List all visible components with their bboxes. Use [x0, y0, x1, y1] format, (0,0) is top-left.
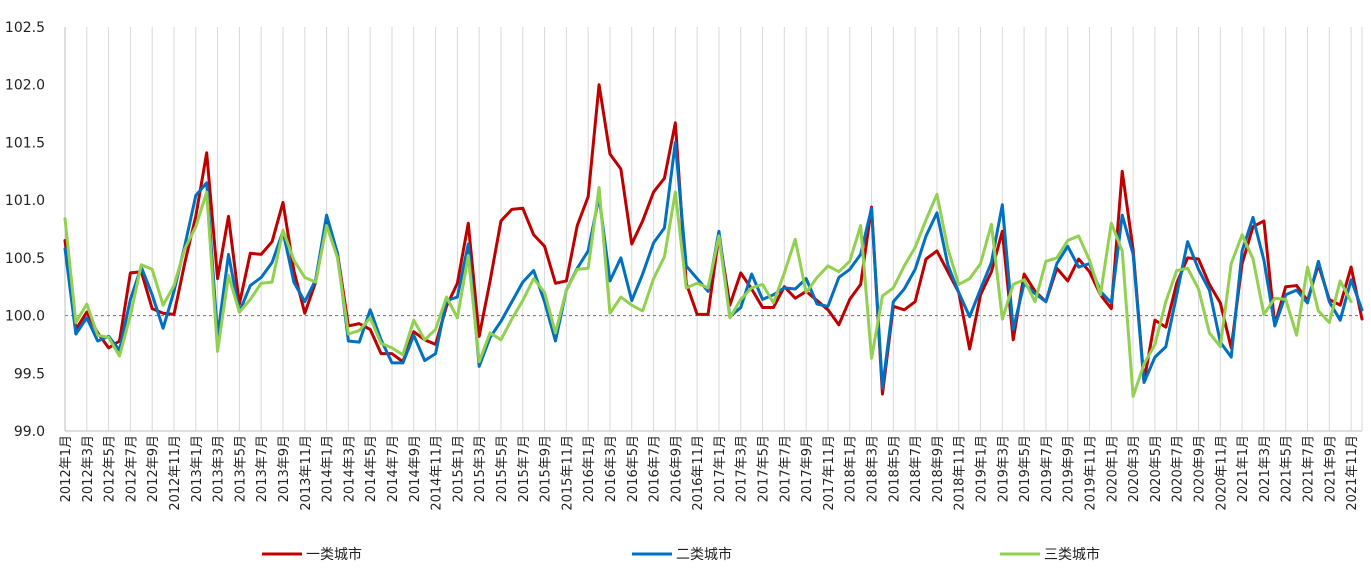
x-tick-label: 2020年5月: [1149, 435, 1164, 502]
x-tick-label: 2016年5月: [626, 435, 641, 502]
x-tick-label: 2016年3月: [604, 435, 619, 502]
x-tick-label: 2015年11月: [560, 435, 575, 511]
x-tick-label: 2013年9月: [277, 435, 292, 502]
x-tick-label: 2012年11月: [168, 435, 183, 511]
x-tick-label: 2019年3月: [996, 435, 1011, 502]
x-tick-label: 2017年3月: [735, 435, 750, 502]
x-tick-label: 2017年9月: [800, 435, 815, 502]
x-tick-label: 2013年5月: [233, 435, 248, 502]
x-tick-label: 2020年1月: [1105, 435, 1120, 502]
y-tick-label: 99.5: [14, 366, 45, 382]
y-tick-label: 99.0: [14, 424, 45, 440]
y-tick-label: 101.0: [5, 193, 45, 209]
x-tick-label: 2015年3月: [473, 435, 488, 502]
x-tick-label: 2019年5月: [1018, 435, 1033, 502]
series-layer: [63, 83, 1364, 398]
x-tick-label: 2014年7月: [386, 435, 401, 502]
x-tick-label: 2012年5月: [103, 435, 118, 502]
x-tick-label: 2017年1月: [713, 435, 728, 502]
x-tick-label: 2015年7月: [517, 435, 532, 502]
y-tick-label: 101.5: [5, 135, 45, 151]
x-tick-label: 2018年3月: [866, 435, 881, 502]
legend-item-2: 二类城市: [632, 546, 732, 563]
x-tick-label: 2020年3月: [1127, 435, 1142, 502]
x-tick-label: 2018年11月: [953, 435, 968, 511]
y-tick-label: 100.5: [5, 251, 45, 267]
y-tick-label: 102.0: [5, 78, 45, 94]
legend-item-1: 一类城市: [262, 546, 362, 563]
x-tick-label: 2012年3月: [81, 435, 96, 502]
x-tick-label: 2019年11月: [1084, 435, 1099, 511]
x-tick-label: 2020年9月: [1193, 435, 1208, 502]
x-tick-label: 2021年11月: [1345, 435, 1360, 511]
x-tick-label: 2016年11月: [691, 435, 706, 511]
x-tick-label: 2013年11月: [299, 435, 314, 511]
x-tick-label: 2017年11月: [822, 435, 837, 511]
x-tick-label: 2021年9月: [1323, 435, 1338, 502]
series-line-1: [63, 83, 1364, 396]
legend-item-3: 三类城市: [1000, 546, 1100, 563]
legend-label: 二类城市: [676, 546, 732, 563]
x-tick-label: 2019年9月: [1062, 435, 1077, 502]
x-tick-label: 2021年5月: [1280, 435, 1295, 502]
x-tick-label: 2016年1月: [582, 435, 597, 502]
axis-layer: 99.0 99.5 100.0 100.5 101.0 101.5 102.0 102.5 20…: [5, 20, 1362, 511]
x-tick-label: 2013年3月: [212, 435, 227, 502]
x-tick-label: 2012年9月: [146, 435, 161, 502]
x-tick-label: 2018年7月: [909, 435, 924, 502]
x-tick-label: 2020年7月: [1171, 435, 1186, 502]
x-tick-label: 2016年9月: [669, 435, 684, 502]
legend-label: 一类城市: [306, 546, 362, 563]
x-tick-label: 2021年1月: [1236, 435, 1251, 502]
x-tick-label: 2021年3月: [1258, 435, 1273, 502]
x-tick-label: 2019年1月: [975, 435, 990, 502]
x-tick-label: 2012年1月: [59, 435, 74, 502]
x-tick-label: 2015年1月: [451, 435, 466, 502]
x-tick-label: 2016年7月: [648, 435, 663, 502]
x-tick-label: 2013年1月: [190, 435, 205, 502]
y-tick-label: 100.0: [5, 309, 45, 325]
legend-label: 三类城市: [1044, 546, 1100, 563]
x-tick-label: 2020年11月: [1214, 435, 1229, 511]
x-tick-label: 2012年7月: [124, 435, 139, 502]
x-tick-label: 2019年7月: [1040, 435, 1055, 502]
legend: 一类城市 二类城市 三类城市: [262, 546, 1100, 563]
x-tick-label: 2021年7月: [1302, 435, 1317, 502]
series-line-3: [63, 185, 1353, 398]
x-tick-label: 2018年1月: [844, 435, 859, 502]
x-tick-label: 2018年5月: [887, 435, 902, 502]
y-tick-label: 102.5: [5, 20, 45, 36]
x-tick-label: 2013年7月: [255, 435, 270, 502]
x-tick-label: 2014年3月: [342, 435, 357, 502]
x-tick-label: 2017年7月: [778, 435, 793, 502]
x-tick-label: 2015年9月: [539, 435, 554, 502]
x-tick-label: 2014年11月: [430, 435, 445, 511]
x-tick-label: 2015年5月: [495, 435, 510, 502]
x-tick-label: 2017年5月: [757, 435, 772, 502]
x-tick-label: 2014年1月: [321, 435, 336, 502]
x-tick-label: 2014年9月: [408, 435, 423, 502]
x-tick-label: 2018年9月: [931, 435, 946, 502]
x-tick-label: 2014年5月: [364, 435, 379, 502]
